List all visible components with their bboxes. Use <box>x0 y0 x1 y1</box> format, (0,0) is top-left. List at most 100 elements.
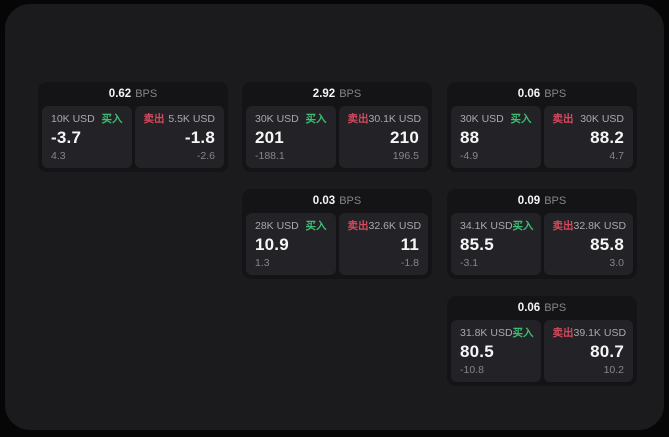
sell-delta: -2.6 <box>196 150 215 162</box>
sell-labels-row: 卖出 5.5K USD <box>144 113 216 126</box>
sell-labels-row: 卖出 32.6K USD <box>347 220 422 233</box>
sell-tag: 卖出 <box>552 220 574 232</box>
card-header: 0.06 BPS <box>447 82 637 106</box>
sell-price: 80.7 <box>590 342 624 361</box>
sell-amount: 30K USD <box>580 113 624 125</box>
sell-delta: 10.2 <box>603 364 624 376</box>
buy-panel[interactable]: 30K USD 买入 88 -4.9 <box>451 106 541 168</box>
buy-labels-row: 10K USD 买入 <box>51 113 123 126</box>
sell-labels-row: 卖出 30K USD <box>553 113 625 126</box>
sell-panel[interactable]: 卖出 30K USD 88.2 4.7 <box>543 106 633 168</box>
bps-unit-label: BPS <box>135 88 158 100</box>
sell-tag: 卖出 <box>552 113 574 125</box>
buy-amount: 31.8K USD <box>460 327 513 339</box>
bps-unit-label: BPS <box>544 195 567 207</box>
buy-panel[interactable]: 28K USD 买入 10.9 1.3 <box>246 213 336 275</box>
sell-labels-row: 卖出 30.1K USD <box>347 113 422 126</box>
card-header: 0.09 BPS <box>447 189 637 213</box>
buy-delta: -4.9 <box>460 150 479 162</box>
sell-amount: 30.1K USD <box>368 113 422 125</box>
buy-panel[interactable]: 31.8K USD 买入 80.5 -10.8 <box>451 320 541 382</box>
buy-delta: 4.3 <box>51 150 66 162</box>
buy-amount: 34.1K USD <box>460 220 513 232</box>
sell-price: -1.8 <box>184 128 215 147</box>
buy-labels-row: 28K USD 买入 <box>255 220 327 233</box>
quote-panels: 34.1K USD 买入 85.5 -3.1 卖出 32.8K USD 85.8… <box>447 213 637 275</box>
sell-price: 11 <box>400 235 419 254</box>
bps-value: 0.03 <box>312 195 336 207</box>
quote-card[interactable]: 0.09 BPS 34.1K USD 买入 85.5 -3.1 卖出 32.8K… <box>447 189 637 279</box>
buy-amount: 10K USD <box>51 113 95 125</box>
sell-delta: 3.0 <box>609 257 624 269</box>
sell-amount: 32.6K USD <box>368 220 422 232</box>
sell-tag: 卖出 <box>143 113 165 125</box>
sell-amount: 32.8K USD <box>573 220 627 232</box>
quote-card[interactable]: 0.06 BPS 30K USD 买入 88 -4.9 卖出 30K USD 8… <box>447 82 637 172</box>
buy-price: 88 <box>460 128 480 147</box>
quote-card[interactable]: 2.92 BPS 30K USD 买入 201 -188.1 卖出 30.1K … <box>242 82 432 172</box>
sell-delta: 196.5 <box>392 150 419 162</box>
sell-panel[interactable]: 卖出 5.5K USD -1.8 -2.6 <box>134 106 224 168</box>
buy-tag: 买入 <box>305 113 327 125</box>
bps-unit-label: BPS <box>544 88 567 100</box>
buy-labels-row: 31.8K USD 买入 <box>460 327 534 340</box>
buy-labels-row: 30K USD 买入 <box>255 113 327 126</box>
quote-panels: 28K USD 买入 10.9 1.3 卖出 32.6K USD 11 -1.8 <box>242 213 432 275</box>
buy-tag: 买入 <box>510 113 532 125</box>
buy-labels-row: 34.1K USD 买入 <box>460 220 534 233</box>
buy-tag: 买入 <box>305 220 327 232</box>
sell-panel[interactable]: 卖出 30.1K USD 210 196.5 <box>338 106 428 168</box>
buy-delta: 1.3 <box>255 257 270 269</box>
buy-amount: 30K USD <box>460 113 504 125</box>
quote-panels: 31.8K USD 买入 80.5 -10.8 卖出 39.1K USD 80.… <box>447 320 637 382</box>
sell-amount: 5.5K USD <box>168 113 215 125</box>
sell-tag: 卖出 <box>347 220 369 232</box>
buy-delta: -10.8 <box>460 364 484 376</box>
quote-card[interactable]: 0.62 BPS 10K USD 买入 -3.7 4.3 卖出 5.5K USD… <box>38 82 228 172</box>
buy-tag: 买入 <box>512 327 534 339</box>
buy-panel[interactable]: 30K USD 买入 201 -188.1 <box>246 106 336 168</box>
sell-panel[interactable]: 卖出 39.1K USD 80.7 10.2 <box>543 320 633 382</box>
quote-card[interactable]: 0.03 BPS 28K USD 买入 10.9 1.3 卖出 32.6K US… <box>242 189 432 279</box>
sell-amount: 39.1K USD <box>573 327 627 339</box>
card-header: 2.92 BPS <box>242 82 432 106</box>
buy-price: 10.9 <box>255 235 289 254</box>
sell-tag: 卖出 <box>552 327 574 339</box>
quote-panels: 30K USD 买入 88 -4.9 卖出 30K USD 88.2 4.7 <box>447 106 637 168</box>
bps-value: 0.06 <box>517 88 541 100</box>
buy-tag: 买入 <box>101 113 123 125</box>
sell-labels-row: 卖出 39.1K USD <box>552 327 627 340</box>
sell-tag: 卖出 <box>347 113 369 125</box>
bps-unit-label: BPS <box>339 195 362 207</box>
card-header: 0.03 BPS <box>242 189 432 213</box>
buy-price: -3.7 <box>51 128 82 147</box>
sell-delta: -1.8 <box>400 257 419 269</box>
quote-card[interactable]: 0.06 BPS 31.8K USD 买入 80.5 -10.8 卖出 39.1… <box>447 296 637 386</box>
buy-tag: 买入 <box>512 220 534 232</box>
buy-panel[interactable]: 34.1K USD 买入 85.5 -3.1 <box>451 213 541 275</box>
bps-value: 0.62 <box>108 88 132 100</box>
card-header: 0.06 BPS <box>447 296 637 320</box>
sell-labels-row: 卖出 32.8K USD <box>552 220 627 233</box>
buy-panel[interactable]: 10K USD 买入 -3.7 4.3 <box>42 106 132 168</box>
buy-price: 80.5 <box>460 342 494 361</box>
sell-price: 210 <box>390 128 419 147</box>
bps-unit-label: BPS <box>544 302 567 314</box>
buy-amount: 30K USD <box>255 113 299 125</box>
sell-price: 85.8 <box>590 235 624 254</box>
sell-panel[interactable]: 卖出 32.6K USD 11 -1.8 <box>338 213 428 275</box>
app-window: 0.62 BPS 10K USD 买入 -3.7 4.3 卖出 5.5K USD… <box>5 4 664 430</box>
quote-panels: 30K USD 买入 201 -188.1 卖出 30.1K USD 210 1… <box>242 106 432 168</box>
buy-price: 201 <box>255 128 284 147</box>
bps-value: 0.06 <box>517 302 541 314</box>
buy-delta: -3.1 <box>460 257 479 269</box>
buy-price: 85.5 <box>460 235 494 254</box>
bps-unit-label: BPS <box>339 88 362 100</box>
buy-delta: -188.1 <box>255 150 285 162</box>
sell-delta: 4.7 <box>609 150 624 162</box>
bps-value: 2.92 <box>312 88 336 100</box>
buy-amount: 28K USD <box>255 220 299 232</box>
quote-panels: 10K USD 买入 -3.7 4.3 卖出 5.5K USD -1.8 -2.… <box>38 106 228 168</box>
sell-panel[interactable]: 卖出 32.8K USD 85.8 3.0 <box>543 213 633 275</box>
bps-value: 0.09 <box>517 195 541 207</box>
